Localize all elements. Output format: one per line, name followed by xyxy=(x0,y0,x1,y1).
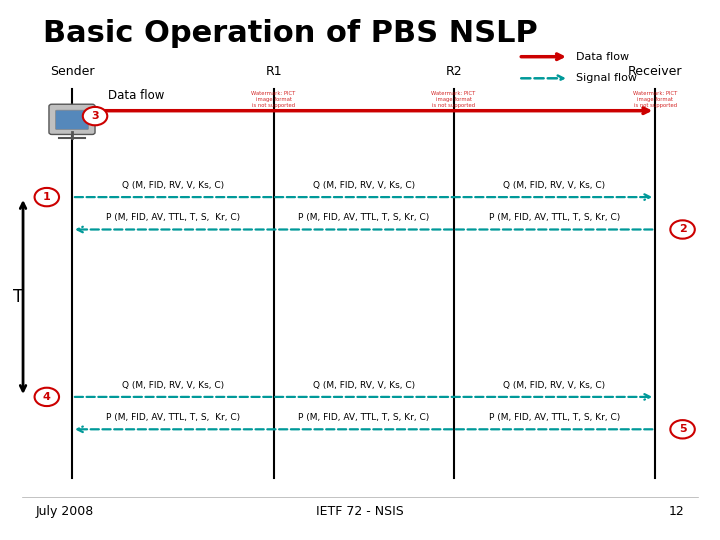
Text: Data flow: Data flow xyxy=(108,89,164,102)
Text: R1: R1 xyxy=(265,65,282,78)
Text: Q (M, FID, RV, V, Ks, C): Q (M, FID, RV, V, Ks, C) xyxy=(122,181,224,190)
FancyBboxPatch shape xyxy=(55,110,89,130)
Text: Q (M, FID, RV, V, Ks, C): Q (M, FID, RV, V, Ks, C) xyxy=(503,381,606,390)
Text: Receiver: Receiver xyxy=(628,65,683,78)
Text: P (M, FID, AV, TTL, T, S,  Kr, C): P (M, FID, AV, TTL, T, S, Kr, C) xyxy=(106,413,240,422)
Circle shape xyxy=(83,107,107,125)
Text: P (M, FID, AV, TTL, T, S, Kr, C): P (M, FID, AV, TTL, T, S, Kr, C) xyxy=(489,213,620,222)
Circle shape xyxy=(670,220,695,239)
Text: R2: R2 xyxy=(445,65,462,78)
Text: T: T xyxy=(13,288,23,306)
FancyBboxPatch shape xyxy=(49,104,95,134)
Text: 3: 3 xyxy=(91,111,99,121)
Text: P (M, FID, AV, TTL, T, S, Kr, C): P (M, FID, AV, TTL, T, S, Kr, C) xyxy=(489,413,620,422)
Text: 1: 1 xyxy=(43,192,50,202)
Text: Watermark: PICT
image format
is not supported: Watermark: PICT image format is not supp… xyxy=(251,91,296,108)
Text: Q (M, FID, RV, V, Ks, C): Q (M, FID, RV, V, Ks, C) xyxy=(312,381,415,390)
Text: 5: 5 xyxy=(679,424,686,434)
Text: Sender: Sender xyxy=(50,65,94,78)
Text: P (M, FID, AV, TTL, T, S, Kr, C): P (M, FID, AV, TTL, T, S, Kr, C) xyxy=(298,213,429,222)
Circle shape xyxy=(670,420,695,438)
Circle shape xyxy=(35,188,59,206)
Circle shape xyxy=(35,388,59,406)
Text: Data flow: Data flow xyxy=(576,52,629,62)
Text: Watermark: PICT
image format
is not supported: Watermark: PICT image format is not supp… xyxy=(431,91,476,108)
Text: P (M, FID, AV, TTL, T, S,  Kr, C): P (M, FID, AV, TTL, T, S, Kr, C) xyxy=(106,213,240,222)
Text: Signal flow: Signal flow xyxy=(576,73,637,83)
Text: 2: 2 xyxy=(679,225,686,234)
Text: Q (M, FID, RV, V, Ks, C): Q (M, FID, RV, V, Ks, C) xyxy=(122,381,224,390)
Text: Q (M, FID, RV, V, Ks, C): Q (M, FID, RV, V, Ks, C) xyxy=(312,181,415,190)
Text: July 2008: July 2008 xyxy=(36,505,94,518)
Text: Watermark: PICT
image format
is not supported: Watermark: PICT image format is not supp… xyxy=(633,91,678,108)
Text: 12: 12 xyxy=(668,505,684,518)
Text: 4: 4 xyxy=(43,392,50,402)
Text: Basic Operation of PBS NSLP: Basic Operation of PBS NSLP xyxy=(43,19,538,48)
Text: Q (M, FID, RV, V, Ks, C): Q (M, FID, RV, V, Ks, C) xyxy=(503,181,606,190)
Text: IETF 72 - NSIS: IETF 72 - NSIS xyxy=(316,505,404,518)
Text: P (M, FID, AV, TTL, T, S, Kr, C): P (M, FID, AV, TTL, T, S, Kr, C) xyxy=(298,413,429,422)
